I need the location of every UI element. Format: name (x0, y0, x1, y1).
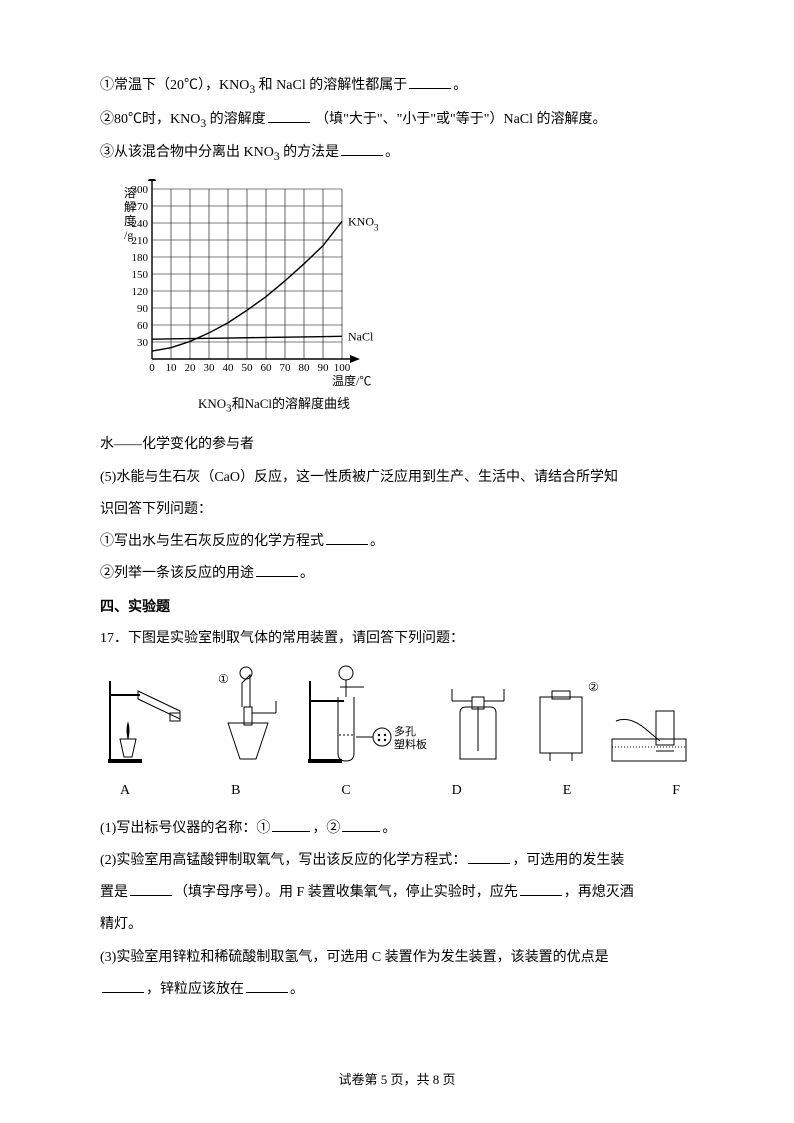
q17-2b: 置是 （填字母序号）。用 F 装置收集氧气，停止实验时，应先 ，再熄灭酒 (100, 877, 694, 909)
sub: 3 (274, 150, 280, 163)
blank (326, 531, 368, 545)
t: ，锌粒应该放在 (146, 982, 244, 997)
blank (342, 818, 380, 832)
apparatus-figure: ① 多孔塑料板 ② A B C D E F (100, 661, 694, 807)
line-2: ②80℃时，KNO3 的溶解度 （填"大于"、"小于"或"等于"）NaCl 的溶… (100, 104, 694, 138)
t: 的溶解度 (210, 112, 266, 127)
solubility-chart: 0 10 20 30 40 50 60 70 80 90 100 30 60 90 120 150 180 210… (112, 179, 694, 421)
svg-text:0: 0 (149, 362, 155, 374)
t: 置是 (100, 885, 128, 900)
t: ①写出水与生石灰反应的化学方程式 (100, 534, 324, 549)
sub: 3 (249, 83, 255, 96)
t: ②80℃时，KNO (100, 112, 200, 127)
svg-text:温度/℃: 温度/℃ (332, 373, 371, 388)
blank (268, 109, 310, 123)
label-E: E (563, 775, 572, 807)
svg-text:150: 150 (132, 269, 149, 281)
svg-text:60: 60 (261, 362, 273, 374)
water-heading: 水——化学变化的参与者 (100, 429, 694, 461)
line-7: ②列举一条该反应的用途 。 (100, 558, 694, 590)
t: ①常温下（20℃），KNO (100, 78, 249, 93)
svg-text:30: 30 (137, 337, 149, 349)
svg-text:210: 210 (132, 235, 149, 247)
q17-3a: (3)实验室用锌粒和稀硫酸制取氢气，可选用 C 装置作为发生装置，该装置的优点是 (100, 942, 694, 974)
t: 。 (382, 821, 396, 836)
t: 。 (453, 78, 467, 93)
svg-text:180: 180 (132, 252, 149, 264)
q17-1: (1)写出标号仪器的名称：① ，② 。 (100, 813, 694, 845)
t: （填字母序号）。用 F 装置收集氧气，停止实验时，应先 (174, 885, 518, 900)
blank (341, 142, 383, 156)
q17-2c: 精灯。 (100, 909, 694, 941)
svg-text:90: 90 (318, 362, 330, 374)
chart-svg: 0 10 20 30 40 50 60 70 80 90 100 30 60 90 120 150 180 210… (112, 179, 432, 389)
t: (1)写出标号仪器的名称：① (100, 821, 270, 836)
apparatus-svg: ① 多孔塑料板 ② (100, 661, 690, 771)
t: 。 (290, 982, 304, 997)
t: 和 NaCl 的溶解性都属于 (259, 78, 408, 93)
label-F: F (672, 775, 680, 807)
svg-text:90: 90 (137, 303, 149, 315)
svg-text:KNO3: KNO3 (348, 214, 379, 232)
blank (246, 979, 288, 993)
svg-text:70: 70 (280, 362, 292, 374)
page-footer: 试卷第 5 页，共 8 页 (0, 1065, 794, 1095)
svg-text:/g: /g (124, 228, 133, 242)
svg-text:30: 30 (204, 362, 216, 374)
svg-text:溶: 溶 (124, 185, 136, 200)
t: 和NaCl的溶解度曲线 (232, 396, 350, 411)
line-5: (5)水能与生石灰（CaO）反应，这一性质被广泛应用到生产、生活中、请结合所学知 (100, 462, 694, 494)
label-B: B (231, 775, 240, 807)
blank (409, 75, 451, 89)
t: ③从该混合物中分离出 KNO (100, 145, 274, 160)
svg-text:10: 10 (166, 362, 178, 374)
t: ，再熄灭酒 (564, 885, 634, 900)
t: 的方法是 (283, 145, 339, 160)
svg-text:80: 80 (299, 362, 311, 374)
line-6: ①写出水与生石灰反应的化学方程式 。 (100, 526, 694, 558)
t: (2)实验室用高锰酸钾制取氧气，写出该反应的化学方程式： (100, 853, 466, 868)
svg-text:40: 40 (223, 362, 235, 374)
line-5b: 识回答下列问题： (100, 494, 694, 526)
apparatus-labels-row: A B C D E F (120, 775, 680, 807)
t: ②列举一条该反应的用途 (100, 566, 254, 581)
svg-text:20: 20 (185, 362, 197, 374)
q17-2a: (2)实验室用高锰酸钾制取氧气，写出该反应的化学方程式： ，可选用的发生装 (100, 845, 694, 877)
svg-text:50: 50 (242, 362, 254, 374)
t: ，② (312, 821, 340, 836)
svg-text:120: 120 (132, 286, 149, 298)
blank (256, 563, 298, 577)
t: KNO (198, 396, 226, 411)
q17-3b: ，锌粒应该放在 。 (100, 974, 694, 1006)
blank (520, 882, 562, 896)
t: 。 (385, 145, 399, 160)
svg-text:解: 解 (124, 200, 136, 214)
blank (468, 850, 510, 864)
blank (130, 882, 172, 896)
blank (272, 818, 310, 832)
t: 。 (370, 534, 384, 549)
t: ，可选用的发生装 (512, 853, 624, 868)
t: 。 (300, 566, 314, 581)
svg-text:NaCl: NaCl (348, 329, 374, 343)
section-4-title: 四、实验题 (100, 590, 694, 622)
line-1: ①常温下（20℃），KNO3 和 NaCl 的溶解性都属于 。 (100, 70, 694, 104)
svg-text:①: ① (218, 672, 229, 686)
label-C: C (341, 775, 350, 807)
sub: 3 (200, 116, 206, 129)
svg-text:100: 100 (334, 362, 351, 374)
svg-text:塑料板: 塑料板 (394, 737, 427, 751)
label-D: D (452, 775, 462, 807)
svg-text:多孔: 多孔 (394, 724, 416, 738)
svg-text:60: 60 (137, 320, 149, 332)
line-3: ③从该混合物中分离出 KNO3 的方法是 。 (100, 137, 694, 171)
label-A: A (120, 775, 130, 807)
t: （填"大于"、"小于"或"等于"）NaCl 的溶解度。 (315, 112, 606, 127)
q17-stem: 17．下图是实验室制取气体的常用装置，请回答下列问题： (100, 623, 694, 655)
blank (102, 979, 144, 993)
svg-text:度: 度 (124, 213, 136, 228)
chart-caption: KNO3和NaCl的溶解度曲线 (124, 389, 424, 421)
svg-text:②: ② (588, 680, 599, 694)
